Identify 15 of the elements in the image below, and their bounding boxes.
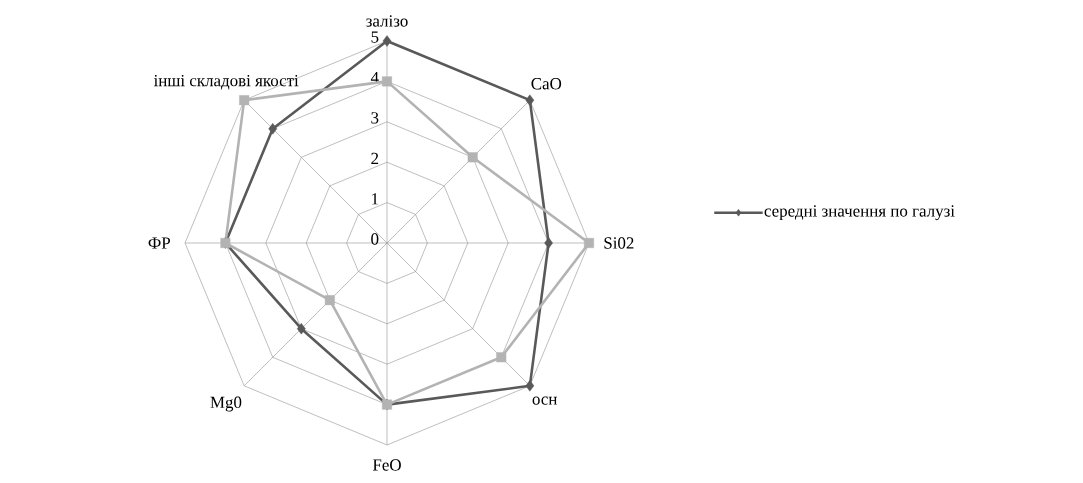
spoke-label: ФР [148, 237, 171, 249]
spoke-label: Si02 [604, 237, 634, 249]
spoke-label: залізо [366, 15, 408, 27]
y-tick-label: 2 [371, 152, 379, 164]
spoke-label: інші складові якості [153, 74, 299, 90]
y-tick-label: 3 [371, 112, 379, 124]
y-tick-label: 5 [371, 31, 379, 43]
y-tick-label: 1 [372, 193, 379, 205]
y-tick-label: 4 [370, 71, 379, 84]
spoke-label: CaO [531, 78, 562, 90]
spoke-label: FeO [372, 459, 401, 471]
legend-label: середні значення по галузі [764, 205, 955, 221]
spoke-label: Mg0 [210, 396, 242, 412]
y-tick-label: 0 [371, 233, 379, 245]
spoke-label: осн [532, 396, 558, 405]
